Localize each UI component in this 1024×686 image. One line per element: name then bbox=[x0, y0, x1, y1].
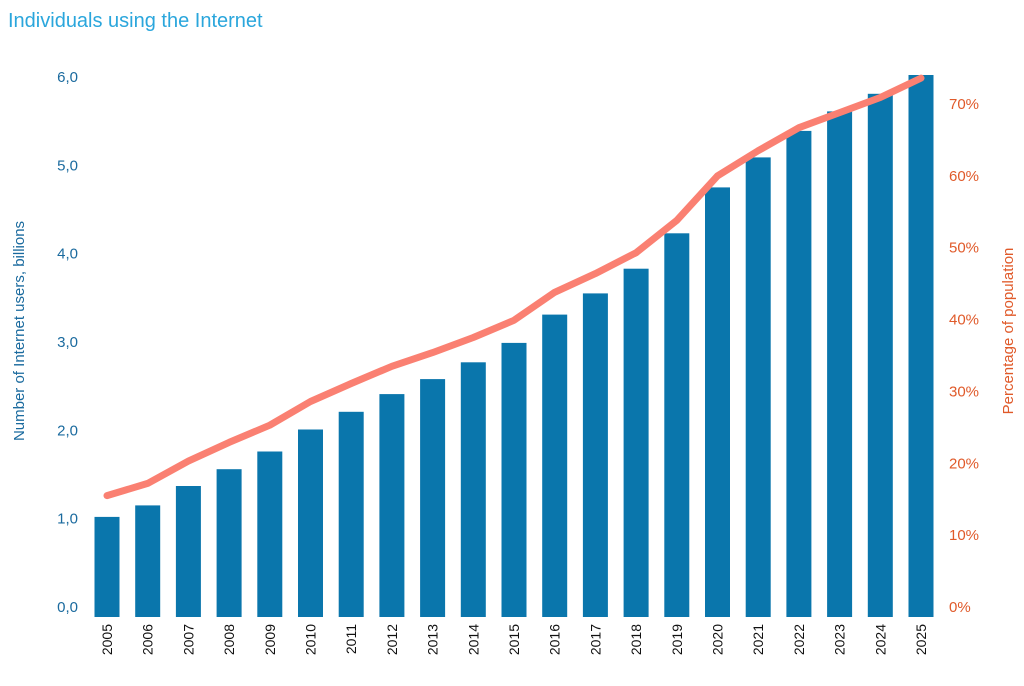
x-tick-label: 2019 bbox=[669, 624, 685, 655]
bar-2008 bbox=[216, 469, 242, 617]
right-tick-label: 0% bbox=[949, 599, 971, 616]
bar-2012 bbox=[379, 394, 405, 617]
x-tick-label: 2014 bbox=[465, 624, 481, 655]
left-axis-ticks: 0,0 1,0 2,0 3,0 4,0 5,0 6,0 bbox=[57, 69, 78, 616]
x-tick-label: 2008 bbox=[221, 624, 237, 655]
bar-2010 bbox=[298, 429, 323, 617]
left-tick-label: 5,0 bbox=[57, 157, 78, 174]
bar-2018 bbox=[623, 268, 649, 617]
chart-title: Individuals using the Internet bbox=[8, 10, 263, 32]
x-tick-label: 2016 bbox=[547, 624, 563, 655]
right-tick-label: 40% bbox=[949, 312, 979, 329]
bar-2017 bbox=[582, 293, 608, 617]
bar-2024 bbox=[867, 93, 893, 618]
x-tick-label: 2013 bbox=[425, 624, 441, 655]
right-tick-label: 30% bbox=[949, 383, 979, 400]
left-tick-label: 2,0 bbox=[57, 422, 78, 439]
right-tick-label: 60% bbox=[949, 168, 979, 185]
right-tick-label: 10% bbox=[949, 527, 979, 544]
left-tick-label: 3,0 bbox=[57, 334, 78, 351]
bars-group bbox=[94, 75, 934, 618]
x-tick-label: 2017 bbox=[587, 624, 603, 655]
percentage-line bbox=[103, 74, 925, 500]
x-tick-label: 2007 bbox=[180, 624, 196, 655]
x-axis-ticks: 2005 2006 2007 2008 2009 2010 2011 2012 2013 2014… bbox=[99, 624, 929, 655]
right-tick-label: 70% bbox=[949, 96, 979, 113]
bar-2014 bbox=[460, 362, 486, 617]
x-tick-label: 2015 bbox=[506, 624, 522, 655]
bar-2025 bbox=[908, 75, 934, 617]
x-tick-label: 2010 bbox=[303, 624, 319, 655]
x-tick-label: 2012 bbox=[384, 624, 400, 655]
bar-2009 bbox=[257, 451, 283, 617]
left-tick-label: 1,0 bbox=[57, 511, 78, 528]
bar-2005 bbox=[94, 516, 120, 617]
right-tick-label: 20% bbox=[949, 455, 979, 472]
bar-2006 bbox=[135, 505, 161, 617]
left-tick-label: 4,0 bbox=[57, 246, 78, 263]
x-tick-label: 2023 bbox=[832, 624, 848, 655]
x-tick-label: 2011 bbox=[343, 624, 359, 654]
bar-2007 bbox=[175, 486, 201, 617]
right-tick-label: 50% bbox=[949, 240, 979, 257]
x-tick-label: 2024 bbox=[872, 624, 888, 655]
bar-2021 bbox=[745, 157, 771, 617]
bar-2020 bbox=[705, 187, 730, 617]
left-tick-label: 6,0 bbox=[57, 69, 78, 86]
left-tick-label: 0,0 bbox=[57, 599, 78, 616]
x-tick-label: 2025 bbox=[913, 624, 929, 655]
x-tick-label: 2005 bbox=[99, 624, 115, 655]
bar-2015 bbox=[501, 342, 527, 617]
right-axis-ticks: 0% 10% 20% 30% 40% 50% 60% 70% bbox=[949, 96, 979, 616]
bar-2016 bbox=[542, 314, 568, 617]
x-tick-label: 2018 bbox=[628, 624, 644, 655]
bar-2011 bbox=[338, 411, 364, 617]
bar-2019 bbox=[664, 233, 690, 618]
x-tick-label: 2009 bbox=[262, 624, 278, 655]
x-tick-label: 2021 bbox=[750, 624, 766, 655]
bar-2023 bbox=[827, 111, 853, 618]
x-tick-label: 2006 bbox=[140, 624, 156, 655]
left-axis-label: Number of Internet users, billions bbox=[11, 221, 28, 441]
x-tick-label: 2020 bbox=[710, 624, 726, 655]
bar-2022 bbox=[786, 130, 812, 617]
x-tick-label: 2022 bbox=[791, 624, 807, 655]
bar-2013 bbox=[420, 379, 446, 617]
right-axis-label: Percentage of population bbox=[1000, 248, 1017, 415]
